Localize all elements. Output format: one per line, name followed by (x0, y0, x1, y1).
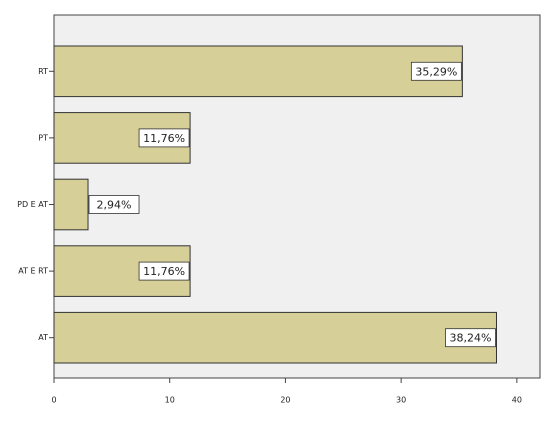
y-tick-label: PT (38, 133, 48, 142)
y-tick-label: RT (38, 67, 48, 76)
value-label-box (138, 128, 190, 148)
bar (53, 45, 463, 98)
x-tick-label: 0 (51, 396, 56, 405)
y-tick-label: PD E AT (17, 200, 48, 209)
bar (53, 311, 497, 364)
x-tick-label: 30 (396, 396, 406, 405)
value-label: 2,94% (97, 199, 132, 212)
bar (53, 178, 89, 231)
y-tick-label: AT (38, 333, 48, 342)
x-tick-label: 10 (165, 396, 175, 405)
x-tick-label: 40 (512, 396, 522, 405)
value-label: 38,24% (450, 332, 492, 345)
value-label: 11,76% (143, 265, 185, 278)
value-label-box (410, 61, 462, 81)
x-tick-label: 20 (280, 396, 290, 405)
value-label-box (88, 195, 140, 214)
value-label: 11,76% (143, 132, 185, 145)
y-tick-label: AT E RT (18, 267, 48, 276)
value-label-box (138, 261, 190, 281)
value-label: 35,29% (415, 65, 457, 78)
value-label-box (445, 328, 496, 348)
